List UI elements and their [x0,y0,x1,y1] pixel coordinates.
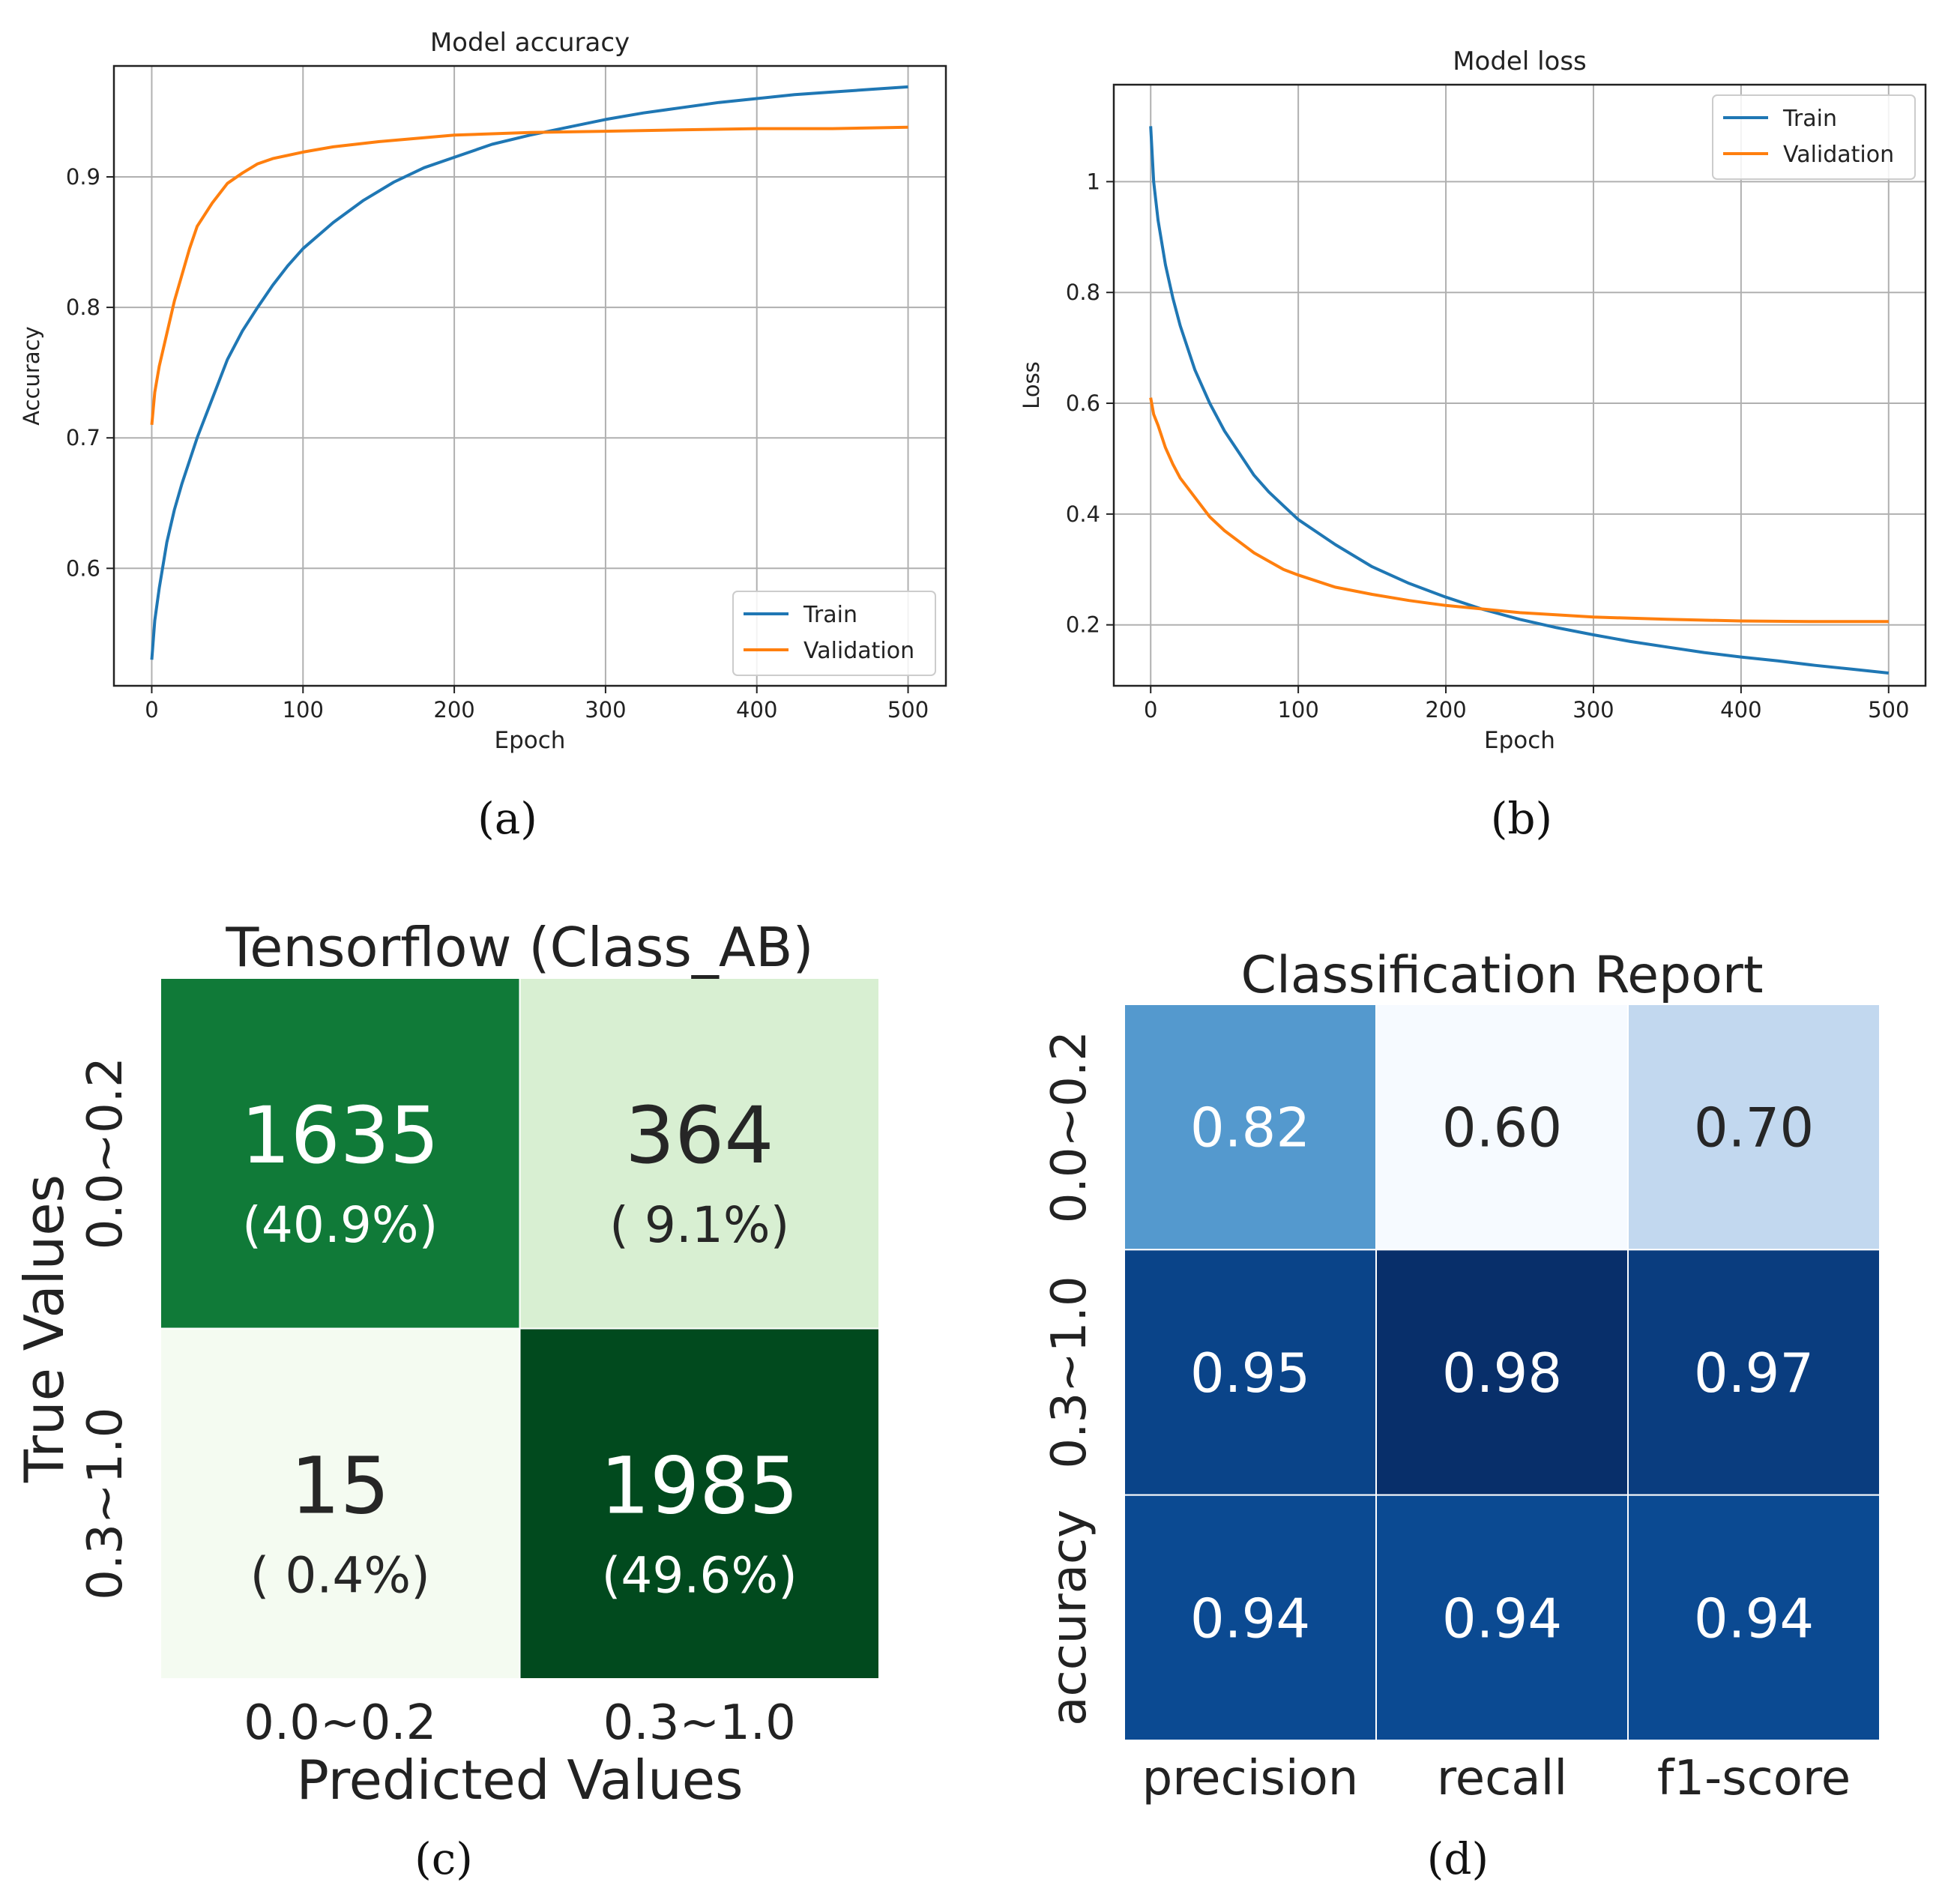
plot-frame [112,64,947,687]
y-category-label: 0.3~1.0 [78,1408,133,1600]
y-tick-label: 0.4 [1066,501,1100,527]
plot-area [114,66,946,686]
heatmap-cell [1627,1494,1881,1741]
loss-chart: 0 100 200 300 400 500 0.2 0.4 0.6 0.8 1 Model loss E… [1019,46,1927,754]
cell-percent: (49.6%) [602,1546,797,1604]
cell-percent: ( 9.1%) [609,1196,789,1254]
heatmap-cell [1627,1249,1881,1496]
y-category-label: 0.0~0.2 [1042,1031,1097,1223]
panel-label-d: (d) [1427,1833,1489,1884]
legend: Train Validation [1712,94,1916,180]
cell-value: 0.95 [1190,1342,1310,1405]
panel-label-c: (c) [414,1833,473,1884]
panel-label-b: (b) [1491,793,1552,844]
x-tick-label: 400 [1720,697,1761,723]
y-tick-label: 0.2 [1066,612,1100,638]
y-axis-label: True Values [13,1174,76,1483]
plot-area [1114,85,1926,686]
heatmap-cell [160,1327,521,1680]
cell-value: 0.97 [1694,1342,1814,1405]
legend-label: Validation [1783,142,1894,168]
x-tick-label: 500 [887,697,929,723]
x-tick-label: 200 [433,697,474,723]
x-tick-label: 100 [283,697,324,723]
cell-value: 15 [291,1440,390,1531]
cell-percent: ( 0.4%) [250,1546,430,1604]
y-axis-label: Accuracy [19,326,44,425]
heatmap-cell [519,1327,880,1680]
x-category-label: 0.0~0.2 [244,1695,436,1751]
x-tick-label: 300 [1572,697,1614,723]
y-tick-label: 0.9 [66,164,100,190]
cell-value: 1635 [241,1090,439,1181]
x-tick-label: 0 [145,697,158,723]
cell-value: 364 [625,1090,774,1181]
x-tick-label: 300 [585,697,626,723]
x-axis-label: Epoch [495,727,566,754]
chart-title: Classification Report [1241,946,1764,1005]
heatmap-cell [1124,1494,1377,1741]
legend-label: Validation [803,638,914,664]
cell-value: 1985 [600,1440,799,1531]
y-category-label: 0.3~1.0 [1042,1276,1097,1468]
heatmap-cell [1124,1249,1377,1496]
x-tick-label: 400 [736,697,777,723]
panel-label-a: (a) [477,793,537,844]
x-tick-label: 100 [1277,697,1318,723]
confusion-matrix: 1635 (40.9%) 364 ( 9.1%) 15 ( 0.4%) 1985 (49.6%… [13,916,880,1812]
legend-label: Train [1782,106,1837,132]
x-tick-label: 200 [1425,697,1466,723]
x-axis-label: Epoch [1484,727,1555,754]
y-tick-label: 0.8 [66,295,100,320]
y-category-label: accuracy [1042,1510,1097,1726]
chart-title: Model accuracy [430,28,630,58]
series-line-train [150,85,908,660]
y-tick-label: 0.8 [1066,280,1100,305]
y-tick-label: 0.7 [66,425,100,450]
legend-label: Train [803,602,857,628]
y-axis-label: Loss [1019,361,1044,409]
cell-value: 0.94 [1442,1587,1562,1650]
cell-value: 0.98 [1442,1342,1562,1405]
x-tick-label: 0 [1144,697,1157,723]
cell-value: 0.94 [1190,1587,1310,1650]
cell-value: 0.60 [1442,1097,1562,1159]
x-category-label: 0.3~1.0 [603,1695,796,1751]
chart-title: Model loss [1453,46,1587,76]
cell-value: 0.70 [1694,1097,1814,1159]
heatmap-cell [1375,1004,1629,1251]
y-tick-label: 0.6 [66,555,100,581]
series-line-train [1149,126,1890,675]
accuracy-chart: 0 100 200 300 400 500 0.6 0.7 0.8 0.9 Model accura… [19,28,947,754]
x-tick-label: 500 [1868,697,1909,723]
chart-title: Tensorflow (Class_AB) [225,916,813,979]
classification-report: 0.82 0.60 0.70 0.95 0.98 0.97 0.94 0.94 0.94 prec… [1042,946,1881,1806]
x-category-label: precision [1142,1751,1359,1806]
cell-percent: (40.9%) [242,1196,438,1254]
heatmap-cell [1124,1004,1377,1251]
series-line-validation [150,125,908,425]
cell-value: 0.82 [1190,1097,1310,1159]
plot-frame [1112,83,1927,687]
x-category-label: recall [1437,1751,1567,1806]
y-tick-label: 0.6 [1066,390,1100,416]
legend: Train Validation [732,591,936,676]
x-category-label: f1-score [1657,1751,1851,1806]
y-category-label: 0.0~0.2 [78,1057,133,1249]
cell-value: 0.94 [1694,1587,1814,1650]
heatmap-cell [519,977,880,1330]
heatmap-cell [1375,1494,1629,1741]
heatmap-cell [1375,1249,1629,1496]
y-tick-label: 1 [1087,169,1100,194]
series-line-validation [1149,397,1889,624]
x-axis-label: Predicted Values [296,1749,743,1812]
